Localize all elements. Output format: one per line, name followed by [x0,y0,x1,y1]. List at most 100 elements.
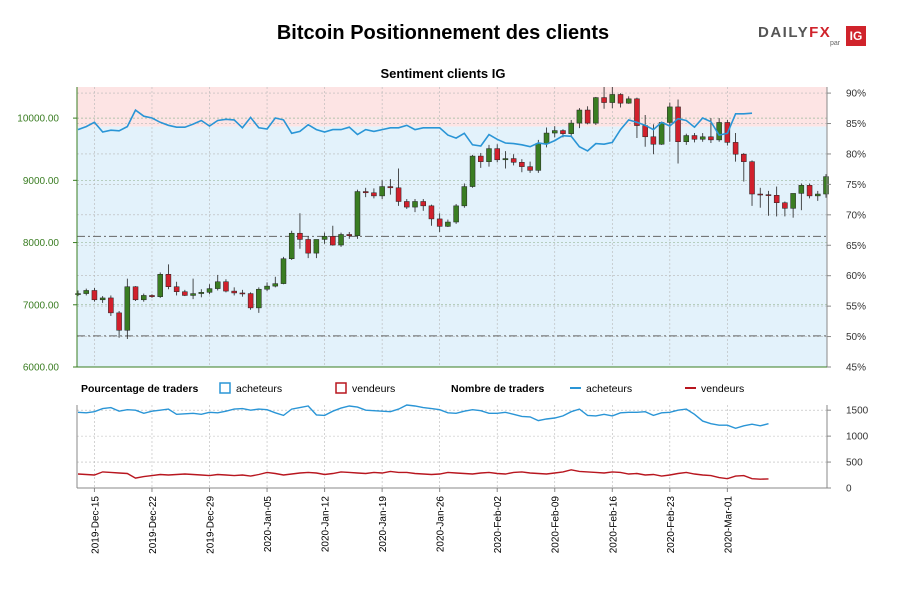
candle-up [338,234,344,246]
candle-down [806,185,813,197]
candle-down [560,130,566,134]
legend-sellers-box [335,382,347,394]
pct-tick-label: 85% [846,119,866,130]
candle [124,278,131,339]
candle-up [288,232,295,259]
candle [741,152,747,182]
candle [132,286,139,302]
candle-down [247,293,254,309]
candle-up [141,295,147,301]
pct-tick-label: 55% [846,302,866,313]
candle-down [346,234,353,236]
price-tick-label: 9000.00 [23,176,60,187]
candle [584,106,591,125]
candle-up [83,290,89,294]
candle-down [297,232,303,240]
date-tick-label: 2019-Dec-15 [90,496,101,554]
candle-down [650,136,657,145]
candle [149,294,155,298]
candle [593,96,599,125]
legend-count-title: Nombre de traders [451,383,545,395]
candle [815,190,821,201]
date-tick-label: 2020-Feb-23 [666,496,677,554]
date-tick-label: 2019-Dec-29 [206,496,217,554]
candle [264,282,270,292]
candle-up [75,293,81,295]
candle [157,272,163,298]
candle [182,289,188,297]
candle [362,187,369,198]
candle-down [510,158,517,163]
pct-tick-label: 90% [846,89,866,100]
candle-down [362,191,369,194]
candle [256,287,262,313]
pct-tick-label: 60% [846,271,866,282]
candle [198,289,205,298]
candle [436,213,443,232]
ig-logo-icon: IG [846,26,866,46]
dailyfx-logo[interactable]: DAILYFX par IG [758,24,866,50]
date-tick-label: 2020-Jan-26 [436,496,447,553]
candle-up [379,186,385,197]
candle [823,174,829,198]
pct-tick-label: 75% [846,180,866,191]
buyers-zone [77,126,827,367]
candle [379,180,385,199]
count-tick-label: 1500 [846,406,869,417]
candle [165,264,172,290]
candle-down [132,286,139,301]
candle [699,133,706,142]
candle-down [231,290,237,294]
candle-up [609,94,616,103]
candle-down [173,286,180,292]
candle-up [461,186,468,207]
candle-up [453,205,459,223]
candle [83,288,89,296]
candle-down [436,218,443,227]
candle [297,213,303,249]
candle-down [708,136,714,141]
candle-down [108,297,114,314]
candle-down [478,155,484,162]
candle-up [272,283,279,287]
candle [790,193,796,218]
pct-tick-label: 65% [846,241,866,252]
candle [765,190,772,216]
candle [806,183,813,199]
candle [757,187,763,208]
legend-count-buyers: acheteurs [586,383,632,395]
candle-up [256,288,262,309]
candle-up [412,201,418,208]
candle-down [305,239,311,254]
candle-down [149,295,155,297]
candle-up [190,293,196,296]
candle-up [157,274,163,297]
candle-down [691,135,698,140]
candle-down [519,162,525,167]
candle-up [469,155,476,187]
legend-buyers-box [219,382,231,394]
candle [773,186,780,217]
candle-up [321,236,328,240]
candle [535,139,542,173]
candle-down [617,94,624,104]
price-tick-label: 8000.00 [23,238,60,249]
candle-down [782,202,788,209]
date-tick-label: 2019-Dec-22 [148,496,159,554]
candle [404,199,410,209]
candle-down [741,153,747,162]
dailyfx-brand: DAILYFX [758,24,832,41]
candle-down [749,161,755,195]
candle [469,154,476,188]
candle-down [404,201,410,208]
legend-pct-title: Pourcentage de traders [81,383,198,395]
candle [732,133,739,162]
legend-count-sellers: vendeurs [701,383,744,395]
candle-up [625,98,632,104]
candle [387,179,394,195]
candle [478,152,484,168]
candle [445,219,451,227]
candle [494,144,500,163]
candle [288,230,295,260]
date-tick-label: 2020-Feb-09 [551,496,562,554]
